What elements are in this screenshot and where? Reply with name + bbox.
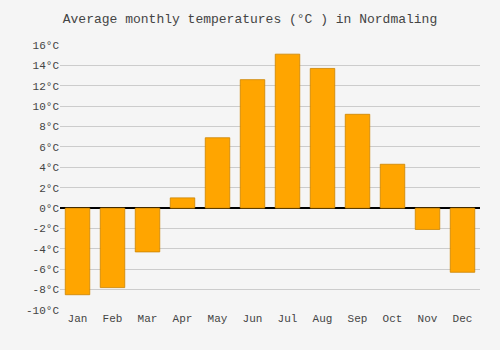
svg-text:-2°C: -2°C — [33, 223, 60, 235]
svg-text:Jan: Jan — [68, 313, 88, 325]
svg-text:0°C: 0°C — [39, 203, 59, 215]
svg-text:16°C: 16°C — [33, 40, 60, 52]
svg-text:Nov: Nov — [418, 313, 438, 325]
svg-text:-6°C: -6°C — [33, 264, 60, 276]
svg-text:14°C: 14°C — [33, 60, 60, 72]
svg-text:-8°C: -8°C — [33, 284, 60, 296]
svg-text:Mar: Mar — [138, 313, 158, 325]
svg-text:10°C: 10°C — [33, 101, 60, 113]
svg-text:Sep: Sep — [348, 313, 368, 325]
svg-text:12°C: 12°C — [33, 81, 60, 93]
svg-text:Jul: Jul — [278, 313, 298, 325]
svg-text:2°C: 2°C — [39, 183, 59, 195]
svg-text:4°C: 4°C — [39, 162, 59, 174]
svg-text:6°C: 6°C — [39, 142, 59, 154]
svg-text:Aug: Aug — [313, 313, 333, 325]
svg-text:-4°C: -4°C — [33, 244, 60, 256]
svg-text:Dec: Dec — [453, 313, 473, 325]
svg-text:8°C: 8°C — [39, 121, 59, 133]
svg-text:Average monthly temperatures (: Average monthly temperatures (°C ) in No… — [63, 12, 437, 27]
svg-text:Jun: Jun — [243, 313, 263, 325]
svg-text:-10°C: -10°C — [26, 305, 59, 317]
svg-text:May: May — [208, 313, 228, 325]
svg-text:Feb: Feb — [103, 313, 123, 325]
svg-text:Oct: Oct — [383, 313, 403, 325]
svg-text:Apr: Apr — [173, 313, 193, 325]
